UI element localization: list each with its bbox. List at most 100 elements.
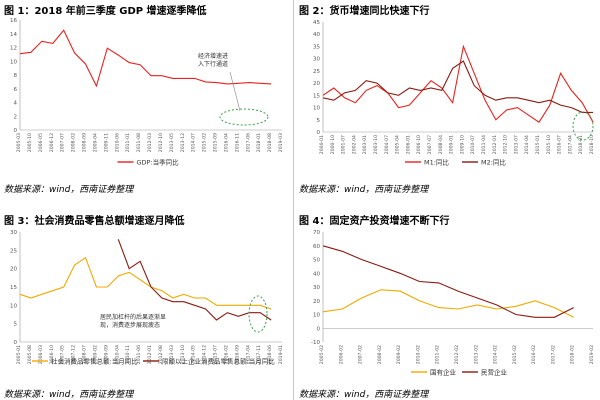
y-tick-label: 5 — [14, 322, 18, 328]
x-tick-label: 2009-01 — [449, 135, 455, 154]
x-tick-label: 2019-01 — [278, 345, 284, 364]
x-tick-label: 2018-06 — [267, 345, 273, 364]
y-tick-label: 20 — [313, 81, 320, 87]
x-tick-label: 2003-01 — [362, 135, 368, 154]
x-tick-label: 2017-04 — [245, 345, 251, 364]
x-tick-label: 2007-12 — [71, 345, 77, 364]
x-tick-label: 2014-04 — [524, 135, 530, 154]
x-tick-label: 2000-01 — [319, 135, 325, 154]
chart-panel-1: 图 1：2018 年前三季度 GDP 增速逐季降低 0 2 4 6 8 10 12 14 16 2… — [0, 0, 292, 195]
legend-label: M2:同比 — [481, 158, 506, 167]
x-tick-label: 2009-11 — [103, 133, 109, 152]
y-tick-label: 10 — [10, 59, 17, 65]
x-tick-label: 2009-09 — [103, 345, 109, 364]
legend-label: GDP:当季同比 — [137, 158, 180, 167]
y-tick-label: 4 — [14, 101, 18, 107]
x-tick-label: 2009-02 — [396, 345, 402, 364]
data-source: 数据来源：wind，西南证券整理 — [299, 390, 429, 400]
x-tick-label: 2016-02 — [531, 345, 537, 364]
x-tick-label: 2001-07 — [341, 135, 347, 154]
y-tick-label: 25 — [10, 248, 17, 254]
x-tick-label: 2013-05 — [169, 133, 175, 152]
x-tick-label: 2010-02 — [415, 345, 421, 364]
x-tick-label: 2019-02 — [589, 345, 595, 364]
x-tick-label: 2014-07 — [191, 133, 197, 152]
data-source: 数据来源：wind，西南证券整理 — [4, 185, 134, 195]
y-tick-label: 10 — [10, 303, 17, 309]
series-line-0 — [19, 256, 272, 310]
y-tick-label: 30 — [10, 230, 17, 236]
x-tick-label: 2014-05 — [191, 345, 197, 364]
x-tick-label: 2013-02 — [473, 345, 479, 364]
chart-title: 图 1：2018 年前三季度 GDP 增速逐季降低 — [4, 6, 207, 17]
highlight-ellipse — [219, 108, 269, 126]
panel-divider — [293, 0, 294, 400]
annotation-text: 现，消费逐步展现疲态 — [100, 321, 160, 329]
x-tick-label: 2006-12 — [49, 133, 55, 152]
x-tick-label: 2005-04 — [395, 135, 401, 154]
x-tick-label: 2012-10 — [503, 135, 509, 154]
y-tick-label: -10 — [311, 340, 320, 346]
x-tick-label: 2016-02 — [223, 345, 229, 364]
highlight-ellipse — [248, 295, 268, 333]
legend-label: M1:同比 — [424, 158, 449, 167]
x-tick-label: 2018-08 — [267, 133, 273, 152]
x-tick-label: 2010-06 — [114, 133, 120, 152]
y-tick-label: 5 — [317, 118, 321, 124]
y-tick-label: 35 — [313, 44, 320, 50]
data-source: 数据来源：wind，西南证券整理 — [299, 185, 429, 195]
annotation-text: 经济增速进 — [198, 52, 228, 60]
y-tick-label: 2 — [14, 114, 18, 120]
chart-title: 图 4：固定资产投资增速不断下行 — [299, 216, 450, 227]
x-tick-label: 2009-04 — [92, 133, 98, 152]
y-tick-label: 10 — [313, 313, 320, 319]
y-tick-label: 70 — [313, 230, 320, 236]
x-tick-label: 2012-02 — [454, 345, 460, 364]
x-tick-label: 2006-10 — [416, 135, 422, 154]
y-tick-label: 8 — [14, 73, 18, 79]
x-tick-label: 2015-02 — [512, 345, 518, 364]
chart-panel-4: 图 4：固定资产投资增速不断下行 -10 0 10 20 30 40 50 60 70 2005-… — [295, 210, 600, 400]
chart-panel-3: 图 3：社会消费品零售总额增速逐月降低 0 5 10 15 20 25 30 2005-01 2… — [0, 210, 292, 400]
y-tick-label: 16 — [10, 18, 17, 24]
y-tick-label: 40 — [313, 271, 320, 277]
series-line-1 — [117, 239, 272, 321]
gdp-line-chart: 0 2 4 6 8 10 12 14 16 2005-03 2005-10 2006-05 2006-1… — [10, 18, 284, 167]
x-tick-label: 2013-07 — [513, 135, 519, 154]
x-tick-label: 2018-10 — [589, 135, 595, 154]
x-tick-label: 2015-10 — [546, 135, 552, 154]
x-tick-label: 2007-07 — [427, 135, 433, 154]
x-tick-label: 2015-01 — [535, 135, 541, 154]
y-tick-label: 45 — [313, 20, 320, 26]
x-tick-label: 2014-02 — [493, 345, 499, 364]
x-tick-label: 2011-06 — [136, 345, 142, 364]
annotation-text: 居民加杠杆的后果逐渐显 — [100, 313, 166, 321]
x-tick-label: 2011-08 — [136, 133, 142, 152]
x-tick-label: 2008-04 — [438, 135, 444, 154]
x-tick-label: 2009-02 — [92, 345, 98, 364]
x-tick-label: 2008-07 — [82, 345, 88, 364]
x-tick-label: 2015-07 — [213, 345, 219, 364]
y-tick-label: 25 — [313, 69, 320, 75]
x-tick-label: 2019-03 — [278, 133, 284, 152]
x-tick-label: 2011-04 — [481, 135, 487, 154]
x-tick-label: 2016-09 — [234, 345, 240, 364]
x-tick-label: 2012-08 — [158, 345, 164, 364]
x-tick-label: 2007-02 — [358, 345, 364, 364]
y-tick-label: 15 — [313, 93, 320, 99]
y-tick-label: 0 — [14, 340, 18, 346]
x-tick-label: 2018-01 — [578, 135, 584, 154]
fixed-investment-line-chart: -10 0 10 20 30 40 50 60 70 2005-02 2006-02 2007-02 2… — [311, 230, 595, 377]
x-tick-label: 2005-08 — [27, 345, 33, 364]
y-tick-label: 14 — [10, 32, 17, 38]
highlight-ellipse — [572, 111, 594, 141]
series-line-0 — [19, 29, 272, 88]
retail-sales-line-chart: 0 5 10 15 20 25 30 2005-01 2005-08 2006-03 2006-10… — [10, 230, 284, 366]
y-tick-label: 0 — [14, 128, 18, 134]
y-tick-label: 20 — [10, 267, 17, 273]
x-tick-label: 2014-12 — [202, 345, 208, 364]
legend-label: 限额以上企业消费品零售总额:当月同比 — [162, 357, 275, 366]
x-tick-label: 2005-02 — [319, 345, 325, 364]
x-tick-label: 2015-02 — [202, 133, 208, 152]
annotation-text: 入下行通道 — [198, 60, 228, 68]
